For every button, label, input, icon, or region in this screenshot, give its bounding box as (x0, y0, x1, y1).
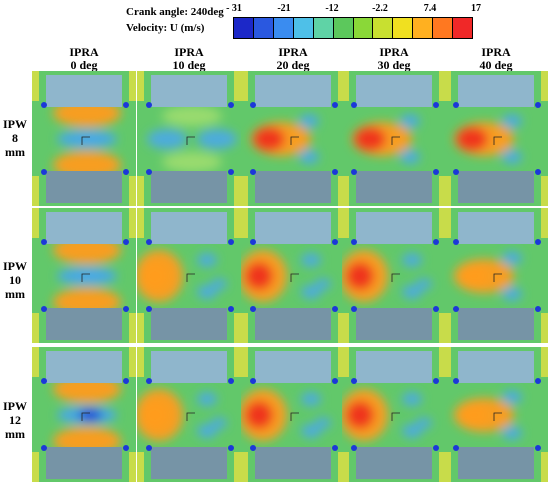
contour-plot-row2-col0 (32, 347, 136, 482)
colorbar-swatch (333, 18, 354, 38)
row-header-1: IPW 10 mm (3, 259, 27, 301)
contour-plot-row1-col3 (342, 208, 446, 343)
contour-plot-row1-col1 (137, 208, 241, 343)
column-header-2: IPRA 20 deg (276, 45, 310, 72)
column-header-0: IPRA 0 deg (69, 45, 99, 72)
colorbar-tick: -21 (277, 3, 291, 14)
colorbar-swatch (453, 18, 473, 38)
colorbar-tick: 7.4 (423, 3, 437, 14)
colorbar-swatch (373, 18, 394, 38)
contour-plot-row2-col2 (241, 347, 345, 482)
contour-plot-row2-col1 (137, 347, 241, 482)
column-header-4: IPRA 40 deg (479, 45, 513, 72)
contour-plot-row2-col3 (342, 347, 446, 482)
colorbar-ticks: - 31 -21 -12 -2.2 7.4 17 (226, 3, 481, 15)
colorbar-tick: - 31 (226, 3, 242, 14)
contour-plot-row0-col2 (241, 71, 345, 206)
contour-plot-row0-col3 (342, 71, 446, 206)
contour-plot-row0-col0 (32, 71, 136, 206)
colorbar-swatch (273, 18, 294, 38)
colorbar-swatch (313, 18, 334, 38)
colorbar-swatch (353, 18, 374, 38)
colorbar-swatch (234, 18, 254, 38)
column-header-3: IPRA 30 deg (377, 45, 411, 72)
crank-angle-label: Crank angle: 240deg (126, 6, 224, 18)
contour-plot-row1-col4 (444, 208, 548, 343)
row-header-0: IPW 8 mm (3, 117, 27, 159)
colorbar-swatch (393, 18, 414, 38)
colorbar-swatch (293, 18, 314, 38)
colorbar-tick: -2.2 (372, 3, 388, 14)
contour-plot-row0-col4 (444, 71, 548, 206)
contour-plot-row0-col1 (137, 71, 241, 206)
contour-plot-row1-col2 (241, 208, 345, 343)
colorbar-swatch (413, 18, 434, 38)
colorbar-tick: -12 (325, 3, 339, 14)
contour-plot-row2-col4 (444, 347, 548, 482)
colorbar-swatch (433, 18, 454, 38)
colorbar-tick: 17 (471, 3, 481, 14)
contour-plot-row1-col0 (32, 208, 136, 343)
velocity-label: Velocity: U (m/s) (126, 22, 205, 34)
colorbar-swatch (253, 18, 274, 38)
column-header-1: IPRA 10 deg (172, 45, 206, 72)
colorbar (233, 17, 473, 39)
row-header-2: IPW 12 mm (3, 399, 27, 441)
